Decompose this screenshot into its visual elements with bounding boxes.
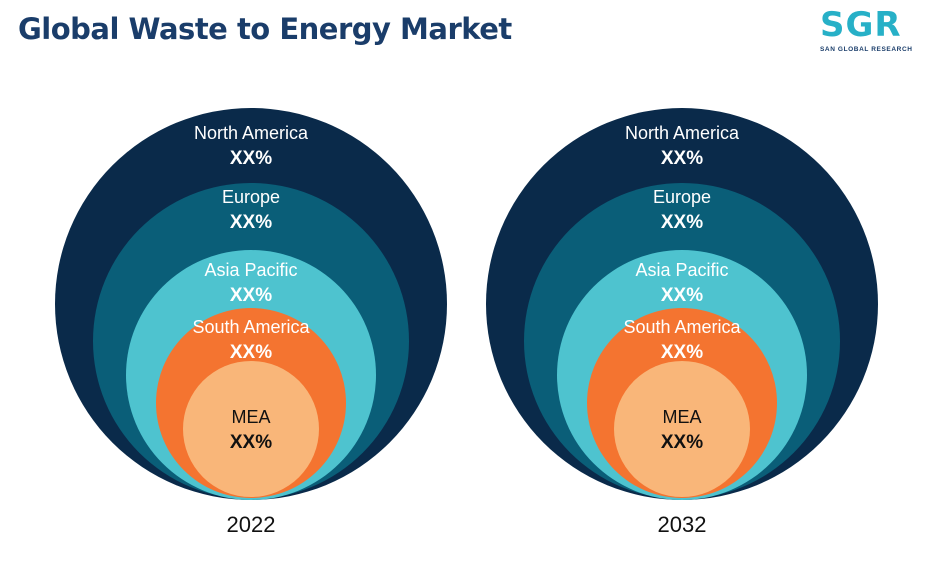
year-label-2032: 2032 [658,512,707,537]
value-mea: XX% [230,432,272,453]
value-north-america: XX% [230,148,272,169]
chart-title: Global Waste to Energy Market [18,12,512,46]
circle-mea [183,361,319,497]
sgr-logo: SGR SAN GLOBAL RESEARCH [818,6,920,60]
year-label-2022: 2022 [227,512,276,537]
value-asia-pacific: XX% [661,285,703,306]
label-mea: MEA [662,407,701,427]
label-north-america: North America [625,123,740,143]
panel-2032: North America XX% Europe XX% Asia Pacific XX%… [486,108,878,537]
label-europe: Europe [653,187,711,207]
value-north-america: XX% [661,148,703,169]
value-mea: XX% [661,432,703,453]
label-mea: MEA [231,407,270,427]
logo-letters: SGR [820,5,902,45]
value-europe: XX% [230,212,272,233]
panel-2022: North America XX% Europe XX% Asia Pacific XX%… [55,108,447,537]
label-north-america: North America [194,123,309,143]
label-asia-pacific: Asia Pacific [204,260,297,280]
logo-subtitle: SAN GLOBAL RESEARCH [820,46,913,53]
value-south-america: XX% [230,342,272,363]
label-europe: Europe [222,187,280,207]
value-asia-pacific: XX% [230,285,272,306]
value-south-america: XX% [661,342,703,363]
circle-mea [614,361,750,497]
value-europe: XX% [661,212,703,233]
label-asia-pacific: Asia Pacific [635,260,728,280]
label-south-america: South America [192,317,310,337]
label-south-america: South America [623,317,741,337]
